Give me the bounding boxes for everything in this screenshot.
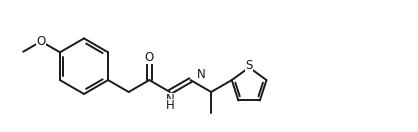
Text: O: O [36,35,46,48]
Text: H: H [166,99,174,112]
Text: S: S [245,59,253,72]
Text: O: O [145,51,154,64]
Text: N: N [196,68,205,81]
Text: N: N [166,93,174,106]
